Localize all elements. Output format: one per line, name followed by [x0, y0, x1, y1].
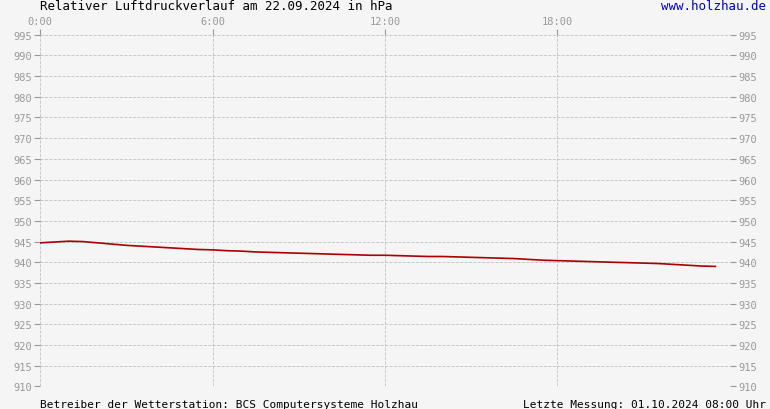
Text: Relativer Luftdruckverlauf am 22.09.2024 in hPa: Relativer Luftdruckverlauf am 22.09.2024…: [40, 0, 393, 13]
Text: Betreiber der Wetterstation: BCS Computersysteme Holzhau: Betreiber der Wetterstation: BCS Compute…: [40, 399, 418, 409]
Text: Letzte Messung: 01.10.2024 08:00 Uhr: Letzte Messung: 01.10.2024 08:00 Uhr: [523, 399, 766, 409]
Text: www.holzhau.de: www.holzhau.de: [661, 0, 766, 13]
